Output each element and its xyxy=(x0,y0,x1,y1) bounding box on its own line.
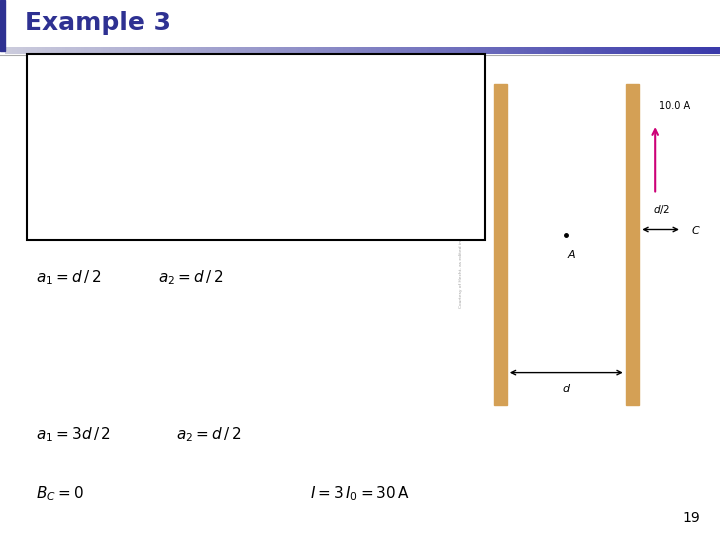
Text: $d$: $d$ xyxy=(562,382,571,394)
Bar xyxy=(27,54,485,240)
Text: $a_1 = 3d\,/\,2$: $a_1 = 3d\,/\,2$ xyxy=(36,426,111,444)
Text: $d/2$: $d/2$ xyxy=(654,203,670,216)
Text: Courtesy of Hecht, as edited in  Pearson/PH 15/1/10 09:50: Courtesy of Hecht, as edited in Pearson/… xyxy=(459,180,463,308)
Text: $I$: $I$ xyxy=(478,98,484,111)
Bar xyxy=(0,0,5,51)
Text: 10.0 A: 10.0 A xyxy=(659,100,690,111)
Text: 10.0-A current. If $\mathit{d}$ = 18.0 cm and $\mathit{I}$ is adjusted so that t: 10.0-A current. If $\mathit{d}$ = 18.0 c… xyxy=(40,157,480,174)
Text: of the magnetic field at $\mathit{A}$.: of the magnetic field at $\mathit{A}$. xyxy=(40,212,207,229)
Text: $a_1 = d\,/\,2$: $a_1 = d\,/\,2$ xyxy=(36,269,102,287)
Text: 19: 19 xyxy=(682,511,700,525)
Text: $a_2 = d\,/\,2$: $a_2 = d\,/\,2$ xyxy=(176,426,242,444)
Text: Example 3: Example 3 xyxy=(25,11,171,35)
Bar xyxy=(494,84,507,405)
Bar xyxy=(626,84,639,405)
Text: $a_2 = d\,/\,2$: $a_2 = d\,/\,2$ xyxy=(158,269,224,287)
Text: $B_C = 0$: $B_C = 0$ xyxy=(36,485,84,503)
Text: field at $\mathit{C}$ is zero, find (a) the value of the current $\mathit{I}$ an: field at $\mathit{C}$ is zero, find (a) … xyxy=(40,185,477,200)
Text: $C$: $C$ xyxy=(691,224,701,235)
Text: $A$: $A$ xyxy=(567,248,577,260)
Text: between the wires, and point $\mathit{C}$ is a distance $\mathit{d}$/2 to the ri: between the wires, and point $\mathit{C}… xyxy=(40,130,467,146)
Text: Two parallel conductors carry current in opposite directions. One: Two parallel conductors carry current in… xyxy=(40,75,454,87)
Text: $I = 3\,I_0 = 30\,\mathrm{A}$: $I = 3\,I_0 = 30\,\mathrm{A}$ xyxy=(310,485,410,503)
Text: conductor carries a current of 10.0 A. Point $\mathit{A}$ is at the midpoint: conductor carries a current of 10.0 A. P… xyxy=(40,102,447,119)
